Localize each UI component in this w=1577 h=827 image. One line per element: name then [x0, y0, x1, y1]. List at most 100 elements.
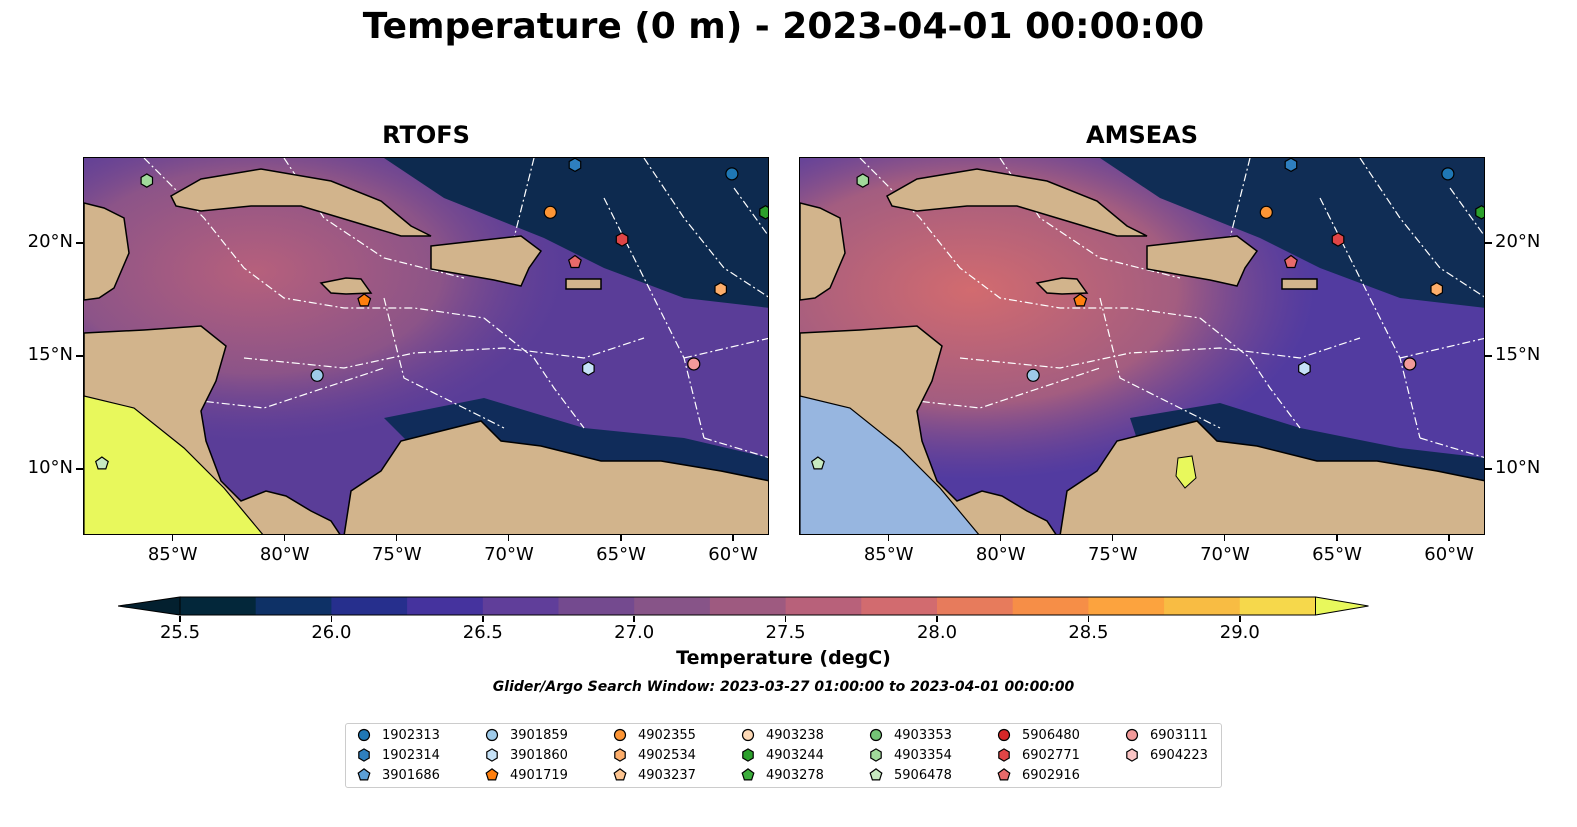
pentagon-marker-icon	[485, 768, 499, 781]
legend-marker-icon	[1126, 748, 1138, 762]
colorbar-tick-label: 28.0	[916, 622, 958, 643]
lon-tick-mark	[999, 535, 1002, 541]
float-marker-6902771[interactable]	[615, 232, 629, 247]
legend-label: 4902355	[638, 727, 696, 743]
legend-item-4903353: 4903353	[868, 727, 952, 743]
float-marker-6903111[interactable]	[687, 357, 701, 371]
colorbar-tick-mark	[179, 616, 181, 622]
lon-tick-mark	[395, 535, 398, 541]
lon-tick-mark	[171, 535, 174, 541]
float-marker-4903244[interactable]	[759, 205, 769, 220]
float-marker-5906478[interactable]	[94, 456, 109, 470]
legend-item-1902314: 1902314	[356, 747, 440, 763]
float-marker-3901859[interactable]	[310, 368, 324, 382]
lon-tick-mark	[1448, 535, 1450, 541]
float-marker-4903244[interactable]	[1475, 205, 1485, 220]
colorbar-bin	[482, 597, 559, 615]
colorbar-tick-mark	[330, 616, 333, 622]
legend-item-4901719: 4901719	[484, 767, 568, 783]
legend-item-6902916: 6902916	[996, 767, 1080, 783]
colorbar-tick-label: 25.5	[159, 622, 201, 643]
legend-marker-icon	[997, 728, 1011, 742]
pentagon-marker-icon	[741, 768, 755, 781]
legend-item-6904223: 6904223	[1124, 747, 1208, 763]
lon-tick-label: 75°W	[371, 544, 422, 565]
legend-marker-icon	[998, 748, 1010, 762]
legend-item-4902355: 4902355	[612, 727, 696, 743]
float-marker-1902313[interactable]	[1441, 167, 1455, 181]
map-amseas[interactable]	[799, 157, 1485, 535]
colorbar-bin	[558, 597, 635, 615]
float-marker-4902534[interactable]	[1430, 282, 1444, 297]
float-marker-1902314[interactable]	[1284, 158, 1298, 173]
float-marker-5906478[interactable]	[810, 456, 825, 470]
float-marker-6902771[interactable]	[1331, 232, 1345, 247]
lon-tick-label: 70°W	[1200, 544, 1250, 565]
lon-tick-label: 75°W	[1087, 544, 1138, 565]
circle-marker-icon	[869, 728, 883, 742]
lat-tick-mark	[76, 468, 83, 470]
panel-title-amseas: AMSEAS	[1086, 121, 1198, 149]
circle-marker-icon	[997, 728, 1011, 742]
colorbar-bin	[331, 597, 408, 615]
colorbar-tick-label: 26.5	[462, 622, 503, 643]
float-marker-4902355[interactable]	[543, 205, 557, 219]
legend-marker-icon	[1125, 728, 1139, 742]
legend-label: 4903353	[894, 727, 952, 743]
legend-label: 1902314	[382, 747, 440, 763]
legend-label: 6903111	[1150, 727, 1208, 743]
lon-tick-mark	[732, 535, 734, 541]
float-marker-6902916[interactable]	[1283, 254, 1298, 269]
float-marker-1902313[interactable]	[725, 167, 739, 181]
colorbar-bin	[709, 597, 787, 615]
colorbar-tick-label: 26.0	[311, 622, 352, 643]
figure-title: Temperature (0 m) - 2023-04-01 00:00:00	[362, 6, 1205, 47]
lake-maracaibo	[1175, 455, 1197, 489]
hexagon-marker-icon	[742, 748, 754, 762]
lat-tick-mark	[1485, 355, 1492, 357]
legend-marker-icon	[485, 728, 499, 742]
lon-tick-label: 80°W	[259, 544, 310, 565]
lat-tick-label: 15°N	[1495, 344, 1541, 366]
colorbar-bin	[785, 597, 862, 615]
colorbar-under-extension	[118, 596, 181, 616]
colorbar-bin	[255, 597, 332, 615]
float-marker-4903354[interactable]	[856, 173, 870, 188]
circle-marker-icon	[1125, 728, 1139, 742]
lon-tick-label: 70°W	[484, 544, 534, 565]
pentagon-marker-icon	[357, 768, 371, 781]
legend-label: 5906478	[894, 767, 952, 783]
float-marker-6902916[interactable]	[567, 254, 582, 269]
atlantic-cool-region	[1100, 158, 1484, 308]
float-marker-3901859[interactable]	[1026, 368, 1040, 382]
float-marker-4902355[interactable]	[1259, 205, 1273, 219]
lon-tick-mark	[283, 535, 286, 541]
lon-tick-mark	[620, 535, 622, 541]
legend-marker-icon	[357, 728, 371, 742]
legend-marker-icon	[613, 768, 627, 781]
float-marker-1902314[interactable]	[568, 158, 582, 173]
colorbar-tick-mark	[1239, 616, 1241, 622]
float-marker-4903354[interactable]	[140, 173, 154, 188]
lon-tick-label: 85°W	[863, 544, 914, 565]
float-marker-4901719[interactable]	[357, 293, 372, 307]
legend-label: 3901860	[510, 747, 568, 763]
legend-marker-icon	[358, 748, 370, 762]
float-marker-6903111[interactable]	[1403, 357, 1417, 371]
legend-item-5906478: 5906478	[868, 767, 952, 783]
colorbar-bin	[1012, 597, 1089, 615]
search-window-subtitle: Glider/Argo Search Window: 2023-03-27 01…	[492, 679, 1075, 695]
lat-tick-label: 10°N	[27, 457, 73, 479]
float-marker-4902534[interactable]	[714, 282, 728, 297]
legend-label: 4903278	[766, 767, 824, 783]
circle-marker-icon	[741, 728, 755, 742]
float-marker-4901719[interactable]	[1073, 293, 1088, 307]
colorbar-tick-label: 28.5	[1068, 622, 1109, 643]
map-rtofs[interactable]	[83, 157, 769, 535]
float-marker-3901860[interactable]	[582, 361, 595, 376]
circle-marker-icon	[613, 728, 627, 742]
lat-tick-label: 15°N	[27, 344, 73, 366]
colorbar-bin	[861, 597, 938, 615]
float-marker-3901860[interactable]	[1298, 361, 1311, 376]
lon-tick-label: 60°W	[708, 544, 758, 565]
